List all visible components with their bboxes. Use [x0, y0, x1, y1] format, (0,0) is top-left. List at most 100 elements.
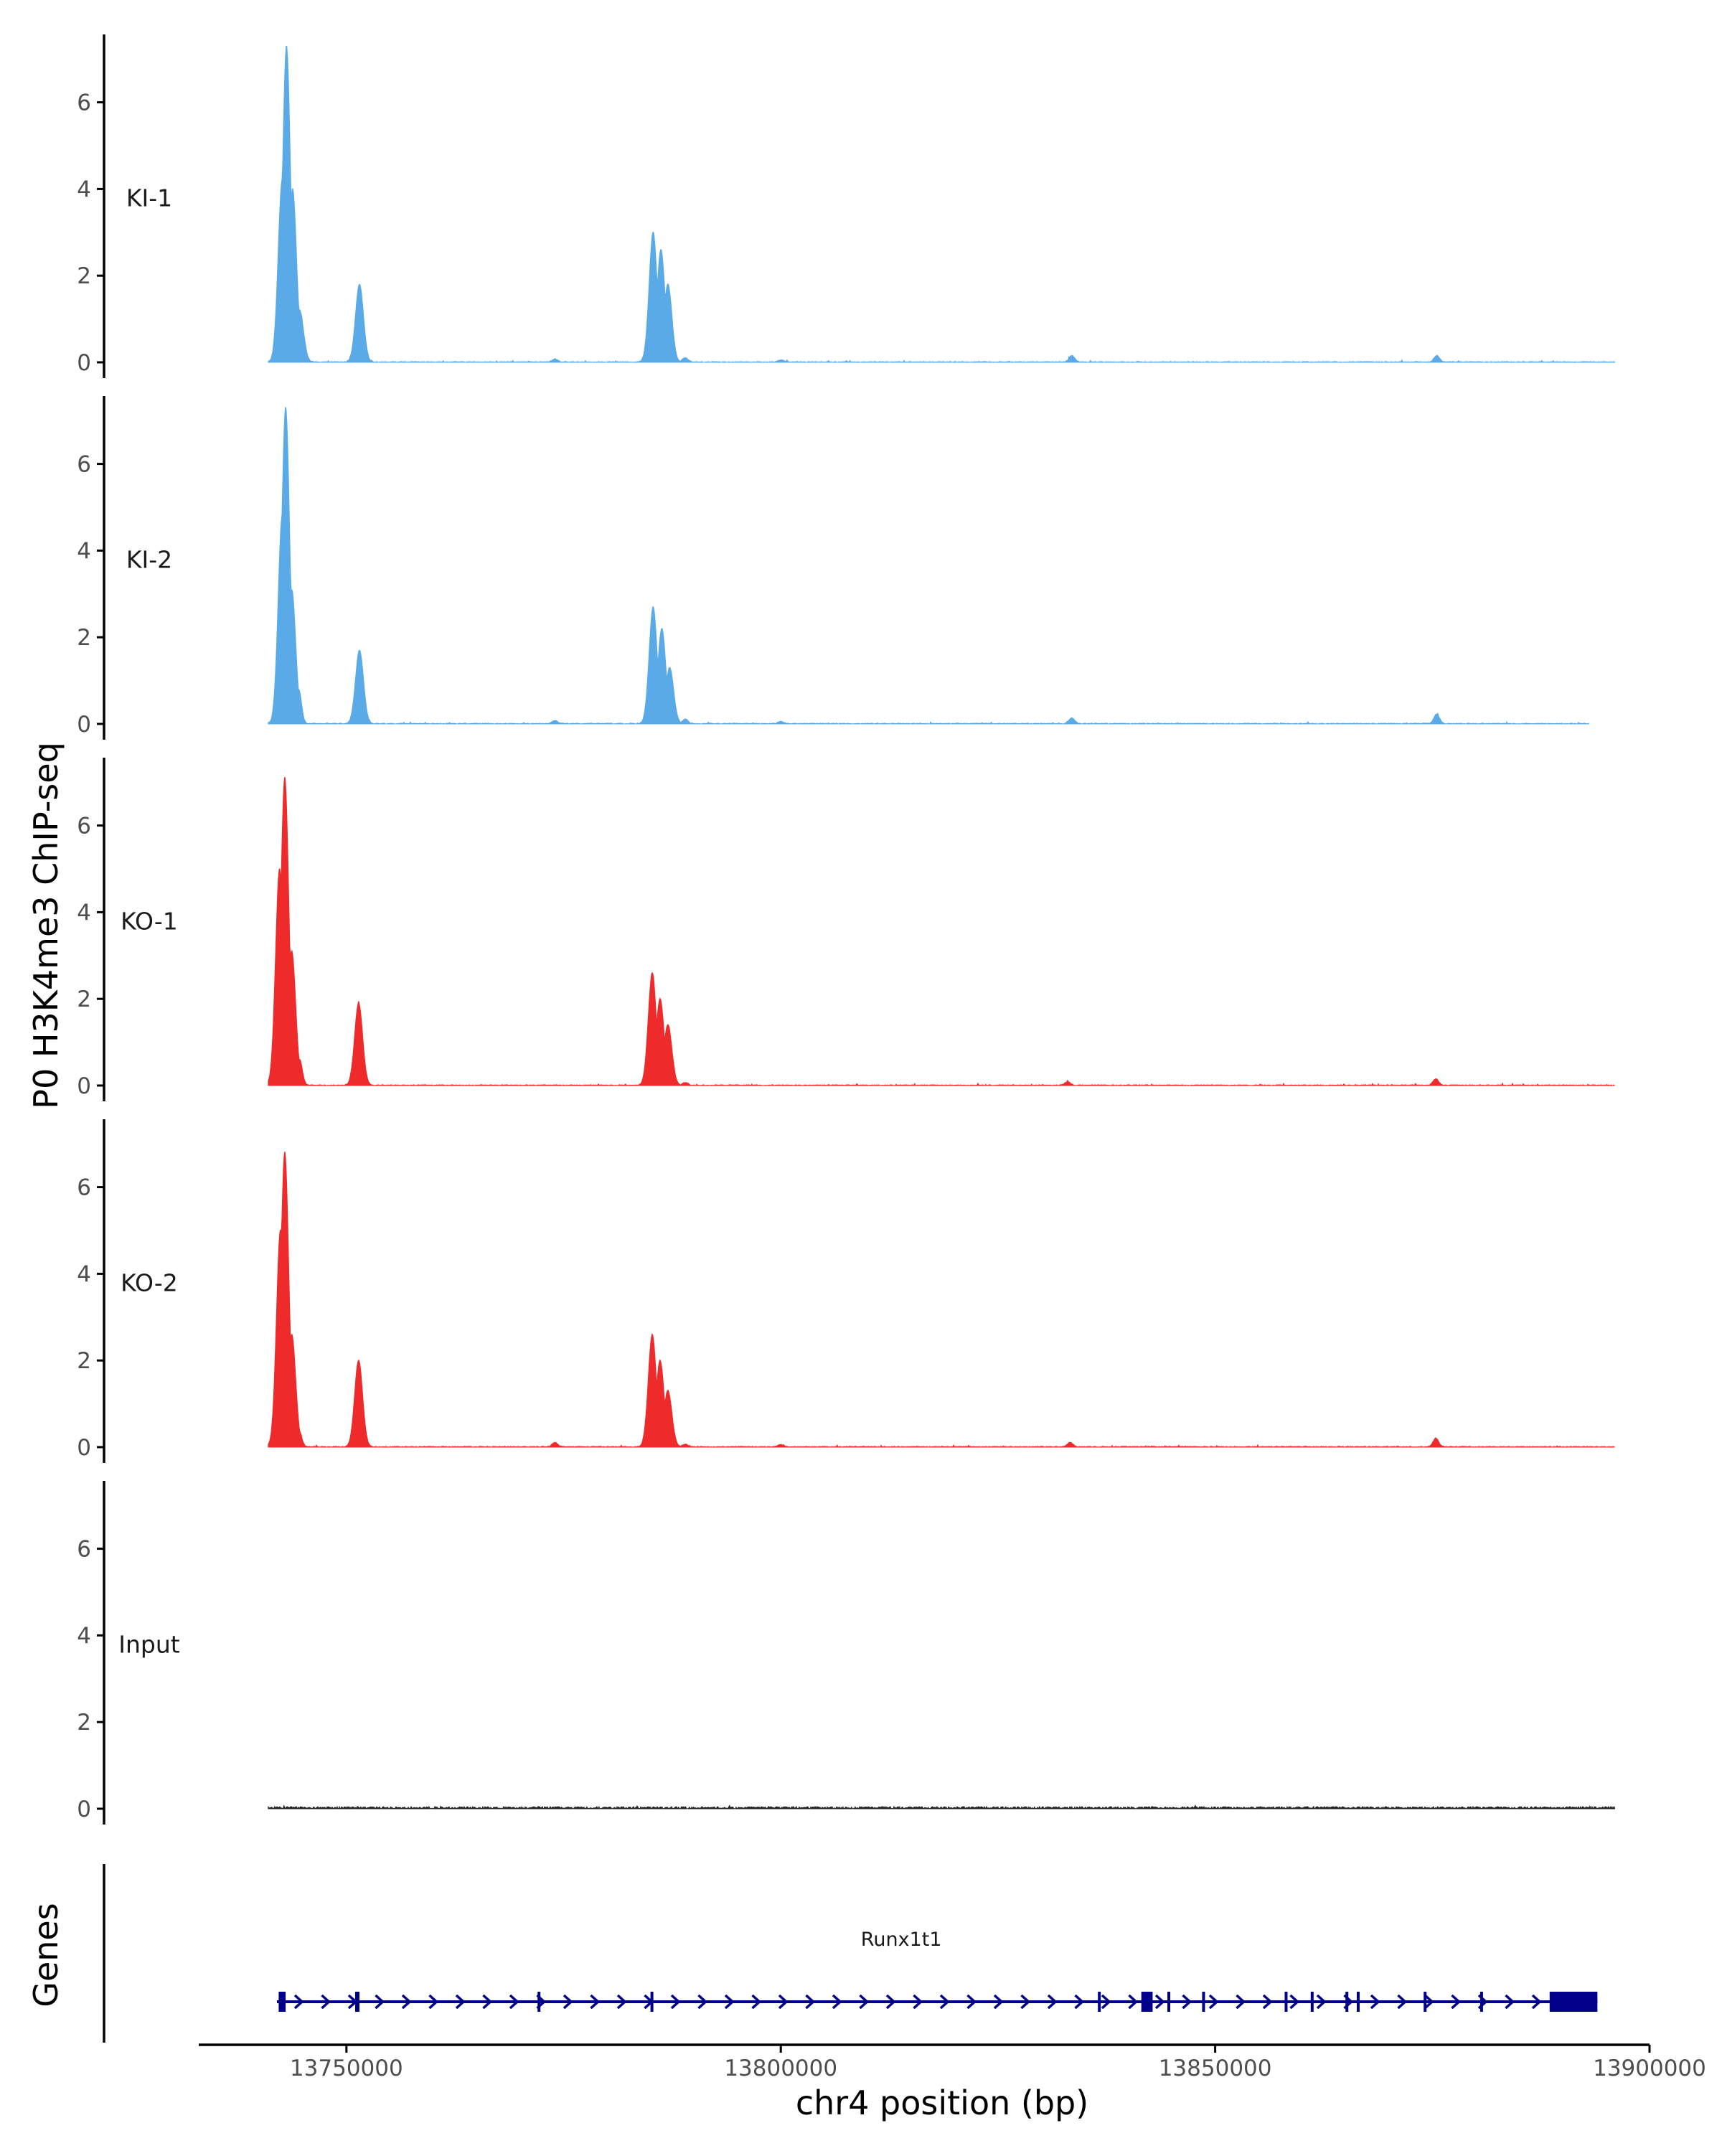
y-tick-label: 0 — [77, 1435, 91, 1461]
strand-chevron — [509, 1994, 519, 2010]
strand-chevron — [1531, 1994, 1542, 2010]
signal-area — [268, 407, 1589, 725]
y-tick-label: 0 — [77, 1797, 91, 1822]
track-label: Input — [118, 1631, 180, 1659]
y-tick-label: 0 — [77, 350, 91, 376]
y-tick-label: 6 — [77, 90, 91, 116]
strand-chevron — [993, 1994, 1004, 2010]
exon — [1549, 1992, 1598, 2012]
x-axis-title: chr4 position (bp) — [796, 2084, 1088, 2122]
strand-chevron — [1316, 1994, 1327, 2010]
track-ko-2: 0 2 4 6 KO-2 — [77, 1119, 1615, 1463]
y-axis-title: P0 H3K4me3 ChIP-seq — [27, 742, 65, 1109]
x-tick-label: 13900000 — [1593, 2056, 1706, 2081]
y-tick-label: 4 — [77, 1623, 91, 1649]
strand-chevron — [778, 1994, 789, 2010]
strand-chevron — [1047, 1994, 1058, 2010]
track-ko-1: 0 2 4 6 KO-1 — [77, 758, 1615, 1101]
signal-area — [268, 776, 1615, 1086]
track-label: KI-1 — [126, 184, 172, 212]
exon — [1098, 1992, 1101, 2012]
strand-chevron — [1020, 1994, 1031, 2010]
gene-track: Runx1t1 — [103, 1864, 1598, 2043]
track-input: 0 2 4 6 Input — [77, 1481, 1616, 1825]
strand-chevron — [1370, 1994, 1380, 2010]
y-tick-label: 6 — [77, 452, 91, 478]
exon — [1310, 1992, 1314, 2012]
strand-chevron — [455, 1994, 466, 2010]
strand-chevron — [1208, 1994, 1219, 2010]
signal-area — [268, 45, 1616, 363]
exon — [354, 1992, 359, 2012]
exon — [650, 1992, 654, 2012]
exon — [1141, 1992, 1153, 2012]
track-label: KO-2 — [121, 1269, 178, 1297]
strand-chevron — [1128, 1994, 1139, 2010]
track-label: KI-2 — [126, 546, 172, 574]
strand-chevron — [832, 1994, 842, 2010]
strand-chevron — [751, 1994, 762, 2010]
exon — [537, 1992, 541, 2012]
strand-chevron — [966, 1994, 977, 2010]
exon — [1167, 1992, 1171, 2012]
exon — [1356, 1992, 1360, 2012]
strand-chevron — [697, 1994, 708, 2010]
exon — [1424, 1992, 1427, 2012]
y-tick-label: 4 — [77, 1261, 91, 1287]
gene-name-label: Runx1t1 — [861, 1929, 942, 1951]
strand-chevron — [1236, 1994, 1246, 2010]
track-ki-1: 0 2 4 6 KI-1 — [77, 34, 1616, 378]
signal-area — [268, 1804, 1616, 1810]
y-tick-label: 0 — [77, 1073, 91, 1099]
x-tick-label: 13750000 — [290, 2056, 403, 2081]
gene-runx1t1: Runx1t1 — [276, 1929, 1598, 2012]
exon — [1202, 1992, 1205, 2012]
exon — [1284, 1992, 1288, 2012]
strand-chevron — [670, 1994, 681, 2010]
y-tick-label: 6 — [77, 1175, 91, 1201]
strand-chevron — [590, 1994, 601, 2010]
strand-chevron — [1074, 1994, 1085, 2010]
y-tick-label: 2 — [77, 625, 91, 651]
exon — [1479, 1992, 1483, 2012]
strand-chevron — [859, 1994, 870, 2010]
strand-chevron — [1182, 1994, 1192, 2010]
strand-chevron — [428, 1994, 439, 2010]
strand-chevron — [1397, 1994, 1408, 2010]
x-tick-label: 13850000 — [1159, 2056, 1272, 2081]
y-tick-label: 4 — [77, 538, 91, 564]
signal-tracks: 0 2 4 6 KI-1 0 2 4 6 KI-2 0 2 4 6 KO-1 0 2 4 6 KO-2 0 2 4 6 Inpu… — [77, 34, 1616, 1825]
strand-chevron — [805, 1994, 816, 2010]
strand-chevron — [401, 1994, 412, 2010]
strand-chevron — [1154, 1994, 1165, 2010]
y-tick-label: 4 — [77, 176, 91, 202]
strand-chevron — [1424, 1994, 1434, 2010]
strand-chevron — [724, 1994, 735, 2010]
y-tick-label: 2 — [77, 263, 91, 289]
y-tick-label: 6 — [77, 814, 91, 839]
strand-chevron — [913, 1994, 923, 2010]
y-tick-label: 4 — [77, 900, 91, 926]
strand-chevron — [939, 1994, 950, 2010]
strand-chevron — [1289, 1994, 1300, 2010]
strand-chevron — [375, 1994, 385, 2010]
x-tick-label: 13800000 — [724, 2056, 837, 2081]
y-tick-label: 2 — [77, 1348, 91, 1374]
strand-chevron — [885, 1994, 896, 2010]
strand-chevron — [563, 1994, 573, 2010]
y-tick-label: 2 — [77, 1710, 91, 1736]
y-tick-label: 2 — [77, 987, 91, 1012]
track-ki-2: 0 2 4 6 KI-2 — [77, 396, 1589, 740]
strand-chevron — [616, 1994, 627, 2010]
signal-area — [268, 1152, 1615, 1448]
strand-chevron — [1505, 1994, 1515, 2010]
exon — [1345, 1992, 1349, 2012]
strand-chevron — [482, 1994, 493, 2010]
exon — [278, 1992, 286, 2012]
strand-chevron — [1101, 1994, 1111, 2010]
genes-axis-title: Genes — [27, 1903, 65, 2007]
strand-chevron — [1262, 1994, 1273, 2010]
strand-chevron — [1451, 1994, 1462, 2010]
